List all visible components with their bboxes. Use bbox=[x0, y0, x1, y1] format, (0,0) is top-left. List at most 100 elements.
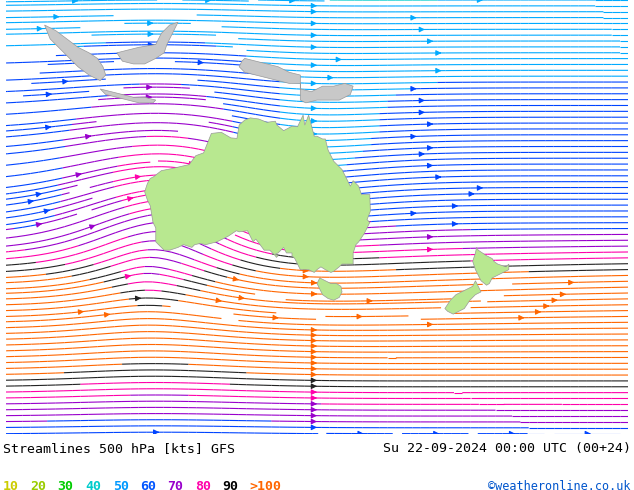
FancyArrowPatch shape bbox=[303, 256, 308, 260]
FancyArrowPatch shape bbox=[367, 299, 372, 303]
Polygon shape bbox=[117, 22, 178, 64]
FancyArrowPatch shape bbox=[436, 51, 441, 55]
FancyArrowPatch shape bbox=[311, 396, 316, 400]
FancyArrowPatch shape bbox=[127, 196, 133, 201]
FancyArrowPatch shape bbox=[311, 361, 316, 365]
FancyArrowPatch shape bbox=[411, 87, 416, 91]
FancyArrowPatch shape bbox=[54, 15, 58, 19]
FancyArrowPatch shape bbox=[311, 372, 316, 377]
FancyArrowPatch shape bbox=[519, 316, 524, 320]
FancyArrowPatch shape bbox=[304, 189, 308, 194]
FancyArrowPatch shape bbox=[453, 204, 457, 208]
FancyArrowPatch shape bbox=[265, 189, 271, 193]
FancyArrowPatch shape bbox=[311, 106, 316, 110]
Text: 20: 20 bbox=[30, 480, 46, 490]
FancyArrowPatch shape bbox=[304, 206, 308, 210]
FancyArrowPatch shape bbox=[311, 402, 316, 406]
Text: ©weatheronline.co.uk: ©weatheronline.co.uk bbox=[488, 480, 631, 490]
FancyArrowPatch shape bbox=[148, 21, 152, 25]
FancyArrowPatch shape bbox=[189, 162, 194, 166]
FancyArrowPatch shape bbox=[105, 313, 109, 317]
FancyArrowPatch shape bbox=[72, 0, 77, 3]
Text: Su 22-09-2024 00:00 UTC (00+24): Su 22-09-2024 00:00 UTC (00+24) bbox=[383, 442, 631, 455]
FancyArrowPatch shape bbox=[477, 0, 482, 2]
FancyArrowPatch shape bbox=[311, 390, 316, 394]
FancyArrowPatch shape bbox=[436, 175, 441, 179]
FancyArrowPatch shape bbox=[358, 431, 363, 436]
FancyArrowPatch shape bbox=[216, 298, 221, 302]
Text: 70: 70 bbox=[167, 480, 183, 490]
FancyArrowPatch shape bbox=[427, 39, 432, 44]
FancyArrowPatch shape bbox=[135, 175, 140, 179]
FancyArrowPatch shape bbox=[419, 27, 424, 32]
FancyArrowPatch shape bbox=[290, 0, 294, 3]
FancyArrowPatch shape bbox=[239, 295, 244, 300]
Polygon shape bbox=[317, 278, 342, 300]
FancyArrowPatch shape bbox=[36, 193, 41, 196]
FancyArrowPatch shape bbox=[311, 3, 316, 8]
FancyArrowPatch shape bbox=[419, 98, 424, 103]
FancyArrowPatch shape bbox=[311, 384, 316, 389]
FancyArrowPatch shape bbox=[148, 43, 153, 47]
FancyArrowPatch shape bbox=[78, 310, 83, 314]
FancyArrowPatch shape bbox=[303, 244, 308, 248]
FancyArrowPatch shape bbox=[477, 186, 482, 190]
FancyArrowPatch shape bbox=[311, 349, 316, 354]
FancyArrowPatch shape bbox=[427, 235, 432, 239]
Text: 60: 60 bbox=[140, 480, 156, 490]
FancyArrowPatch shape bbox=[198, 60, 203, 65]
FancyArrowPatch shape bbox=[311, 33, 316, 37]
FancyArrowPatch shape bbox=[544, 304, 548, 308]
Polygon shape bbox=[473, 247, 509, 285]
Text: 40: 40 bbox=[85, 480, 101, 490]
FancyArrowPatch shape bbox=[469, 192, 474, 196]
Text: >100: >100 bbox=[250, 480, 281, 490]
FancyArrowPatch shape bbox=[434, 431, 438, 436]
Polygon shape bbox=[145, 115, 370, 272]
FancyArrowPatch shape bbox=[411, 211, 416, 216]
FancyArrowPatch shape bbox=[311, 367, 316, 371]
FancyArrowPatch shape bbox=[311, 21, 316, 25]
FancyArrowPatch shape bbox=[311, 45, 316, 49]
FancyArrowPatch shape bbox=[336, 57, 341, 62]
FancyArrowPatch shape bbox=[303, 232, 308, 237]
FancyArrowPatch shape bbox=[427, 122, 432, 126]
FancyArrowPatch shape bbox=[79, 61, 84, 65]
FancyArrowPatch shape bbox=[419, 110, 424, 115]
FancyArrowPatch shape bbox=[311, 119, 316, 123]
Text: Streamlines 500 hPa [kts] GFS: Streamlines 500 hPa [kts] GFS bbox=[3, 442, 235, 455]
FancyArrowPatch shape bbox=[436, 69, 441, 73]
FancyArrowPatch shape bbox=[46, 125, 51, 130]
FancyArrowPatch shape bbox=[86, 134, 91, 139]
FancyArrowPatch shape bbox=[205, 0, 210, 2]
Polygon shape bbox=[44, 25, 106, 81]
FancyArrowPatch shape bbox=[311, 81, 316, 86]
FancyArrowPatch shape bbox=[303, 262, 308, 267]
FancyArrowPatch shape bbox=[569, 280, 573, 285]
FancyArrowPatch shape bbox=[312, 177, 316, 181]
FancyArrowPatch shape bbox=[273, 316, 278, 320]
FancyArrowPatch shape bbox=[311, 425, 316, 430]
FancyArrowPatch shape bbox=[427, 247, 432, 252]
FancyArrowPatch shape bbox=[411, 16, 416, 20]
FancyArrowPatch shape bbox=[536, 310, 540, 314]
FancyArrowPatch shape bbox=[311, 292, 316, 296]
Text: 50: 50 bbox=[113, 480, 129, 490]
FancyArrowPatch shape bbox=[148, 32, 153, 36]
FancyArrowPatch shape bbox=[510, 431, 514, 436]
Text: 10: 10 bbox=[3, 480, 19, 490]
FancyArrowPatch shape bbox=[63, 79, 68, 84]
FancyArrowPatch shape bbox=[560, 292, 565, 296]
FancyArrowPatch shape bbox=[303, 274, 308, 279]
FancyArrowPatch shape bbox=[37, 26, 42, 31]
FancyArrowPatch shape bbox=[311, 419, 316, 424]
FancyArrowPatch shape bbox=[36, 222, 41, 227]
FancyArrowPatch shape bbox=[89, 225, 95, 229]
FancyArrowPatch shape bbox=[233, 276, 238, 281]
FancyArrowPatch shape bbox=[44, 209, 49, 214]
FancyArrowPatch shape bbox=[136, 296, 140, 301]
FancyArrowPatch shape bbox=[311, 408, 316, 412]
FancyArrowPatch shape bbox=[311, 338, 316, 343]
FancyArrowPatch shape bbox=[311, 9, 316, 14]
FancyArrowPatch shape bbox=[419, 152, 424, 156]
